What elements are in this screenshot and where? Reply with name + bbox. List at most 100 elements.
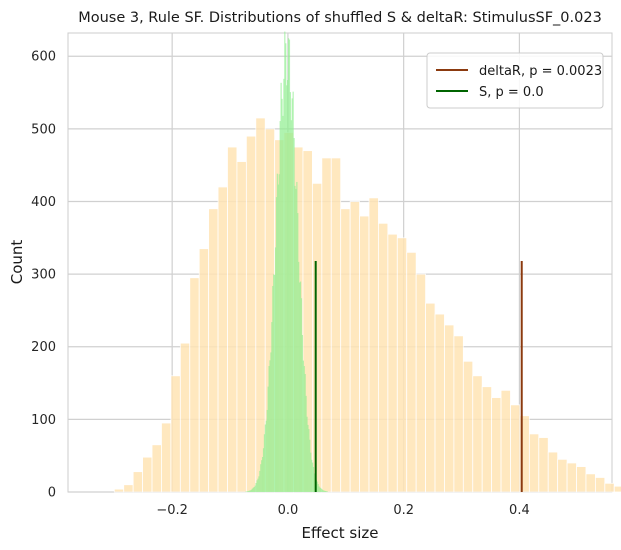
deltaR-bar [170, 375, 181, 493]
s-bar [303, 366, 305, 492]
s-bar [286, 85, 288, 493]
deltaR-bar [576, 466, 587, 493]
s-bar [261, 457, 264, 492]
deltaR-bar [396, 237, 408, 493]
deltaR-bar [227, 146, 238, 493]
deltaR-bar [557, 458, 568, 493]
s-bar [279, 121, 281, 492]
s-bar [323, 490, 325, 492]
deltaR-bar [245, 135, 257, 493]
deltaR-bar [359, 215, 370, 493]
chart-title: Mouse 3, Rule SF. Distributions of shuff… [78, 10, 602, 26]
s-bar [284, 31, 286, 492]
deltaR-bar [217, 186, 228, 493]
deltaR-bar [444, 324, 455, 493]
s-bar [272, 285, 274, 492]
deltaR-bar [462, 360, 474, 493]
deltaR-bar [547, 451, 559, 493]
s-bar [258, 476, 260, 492]
s-bar [266, 409, 268, 492]
deltaR-bar [151, 444, 162, 493]
deltaR-bar [161, 422, 172, 493]
y-tick-label: 100 [31, 413, 56, 428]
x-tick-label: −0.2 [156, 503, 188, 518]
s-bar [306, 416, 308, 492]
s-bar [311, 459, 313, 492]
s-bar [250, 489, 253, 492]
y-tick-label: 600 [31, 50, 56, 65]
deltaR-bar [378, 222, 389, 493]
deltaR-bar [594, 477, 606, 493]
s-bar [257, 478, 259, 492]
s-bar [267, 386, 269, 492]
s-bar [325, 491, 328, 492]
deltaR-bar [189, 277, 200, 493]
s-bar [262, 448, 265, 492]
deltaR-bar [368, 197, 379, 493]
s-bar [253, 486, 255, 492]
s-bar [293, 138, 295, 492]
s-bar [265, 420, 267, 492]
y-tick-label: 300 [31, 268, 56, 283]
x-tick-label: 0.2 [393, 503, 414, 518]
s-bar [308, 429, 310, 492]
x-tick-labels: −0.2 0.0 0.2 0.4 [156, 503, 529, 518]
deltaR-bar [179, 342, 191, 493]
s-bar [310, 452, 312, 492]
s-bar [324, 491, 327, 492]
x-tick-label: 0.0 [278, 503, 299, 518]
s-bar [251, 488, 254, 492]
deltaR-bar [415, 273, 426, 493]
deltaR-bar [142, 456, 153, 493]
y-tick-label: 500 [31, 122, 56, 137]
s-bar [312, 466, 315, 492]
deltaR-bar [613, 485, 621, 493]
deltaR-bar [198, 248, 210, 493]
deltaR-bar [321, 157, 332, 493]
s-bar [300, 298, 303, 492]
s-bar [297, 213, 299, 493]
deltaR-bar [349, 201, 360, 493]
s-bar [299, 282, 301, 492]
s-bar [307, 424, 309, 492]
y-tick-label: 200 [31, 340, 56, 355]
deltaR-bar [387, 233, 398, 493]
s-bar [288, 39, 291, 492]
deltaR-bar [311, 182, 323, 493]
deltaR-bar [604, 482, 615, 493]
legend-s-label: S, p = 0.0 [479, 85, 544, 100]
deltaR-bar [236, 161, 247, 493]
s-bar [304, 373, 306, 492]
y-tick-label: 0 [48, 486, 56, 501]
deltaR-bar [538, 437, 549, 493]
deltaR-bar [434, 313, 445, 493]
s-bar [318, 486, 320, 492]
s-bar [322, 489, 324, 492]
legend-box [426, 52, 604, 109]
deltaR-bar [208, 208, 219, 493]
deltaR-bar [453, 335, 464, 493]
s-bar [311, 462, 314, 492]
deltaR-bar [123, 484, 134, 493]
deltaR-bar [500, 389, 511, 493]
s-bar [247, 491, 249, 492]
y-axis-label: Count [8, 240, 26, 285]
s-bar [301, 335, 304, 492]
s-bar [254, 485, 256, 492]
s-bar [275, 197, 278, 493]
s-bar [295, 188, 297, 493]
s-bar [324, 490, 326, 492]
x-axis-label: Effect size [301, 524, 378, 542]
s-bar [260, 464, 262, 492]
s-bar [256, 480, 258, 492]
deltaR-bar [132, 471, 143, 493]
s-bar [290, 120, 292, 492]
s-bar [320, 488, 322, 492]
deltaR-bar [585, 473, 596, 493]
deltaR-bar [528, 433, 540, 493]
s-bar [286, 80, 289, 493]
s-bar [302, 360, 304, 492]
deltaR-bar [566, 462, 577, 493]
s-bar [255, 482, 257, 492]
s-bar [249, 490, 251, 492]
